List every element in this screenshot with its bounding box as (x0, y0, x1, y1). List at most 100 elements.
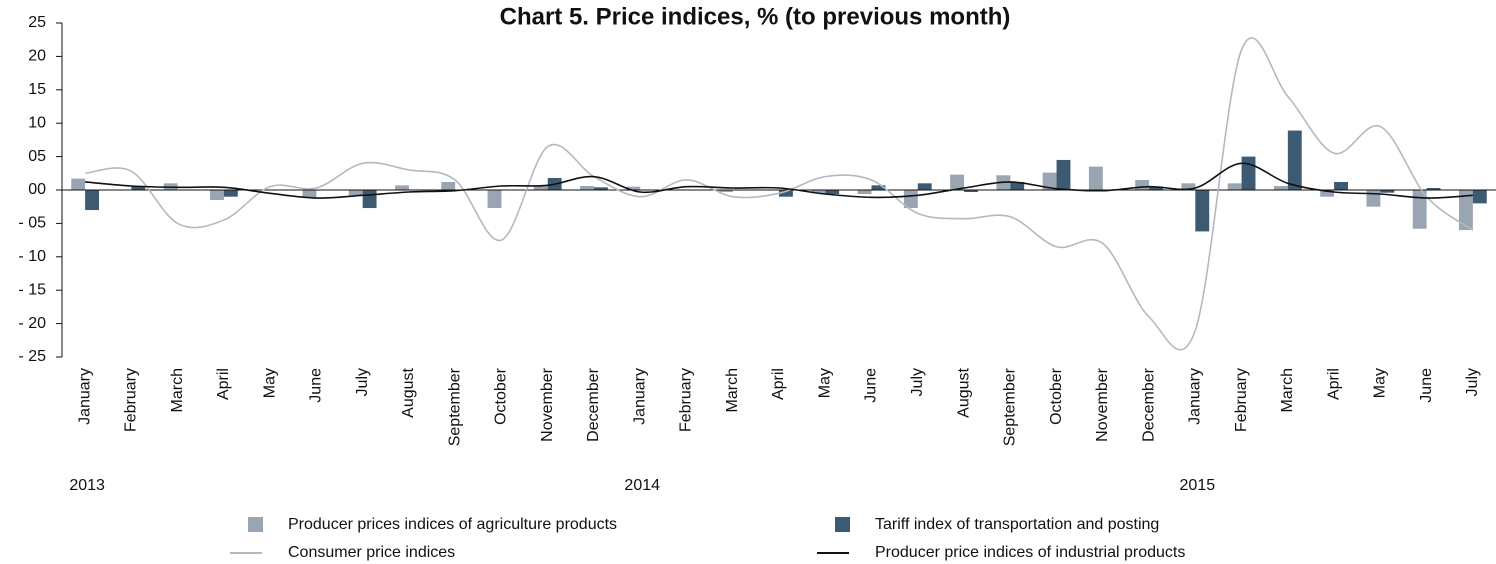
bar (85, 190, 100, 211)
bar (1380, 190, 1395, 193)
y-tick-label: - 15 (18, 281, 46, 298)
legend-label: Producer prices indices of agriculture p… (288, 516, 617, 533)
x-tick-label: July (909, 368, 926, 396)
x-tick-label: October (493, 367, 510, 425)
bar (362, 190, 377, 209)
bar (533, 185, 548, 190)
bar (1412, 190, 1427, 229)
x-tick-label: April (1325, 368, 1342, 400)
y-tick-label: - 20 (18, 315, 46, 332)
bar (917, 183, 932, 190)
legend-label: Consumer price indices (288, 544, 455, 561)
bar (210, 190, 224, 201)
x-tick-label: August (400, 367, 417, 417)
bar (580, 185, 594, 190)
x-tick-label: July (354, 368, 371, 396)
bar (1195, 190, 1210, 232)
x-tick-label: August (955, 367, 972, 417)
bar (1458, 190, 1473, 231)
y-tick-label: 15 (28, 81, 46, 98)
x-tick-label: March (724, 368, 741, 412)
x-tick-label: November (539, 367, 556, 441)
year-label: 2015 (1180, 477, 1216, 494)
bar (1181, 183, 1196, 190)
y-tick-label: 20 (28, 48, 46, 65)
bar (1135, 179, 1150, 190)
x-tick-label: April (770, 368, 787, 400)
bar (395, 185, 409, 190)
bar (626, 186, 641, 190)
bar (1287, 130, 1302, 190)
x-tick-label: February (678, 368, 695, 432)
x-tick-label: December (585, 367, 602, 441)
bar (1273, 185, 1288, 190)
bar (71, 178, 86, 190)
y-tick-label: 25 (28, 14, 46, 31)
bar (593, 187, 608, 190)
legend-swatch (835, 517, 850, 532)
bar (1472, 190, 1487, 204)
bar (302, 190, 317, 199)
x-tick-label: May (816, 368, 833, 398)
x-tick-label: June (1418, 368, 1435, 403)
bar (811, 190, 826, 194)
bar (1088, 166, 1103, 190)
bar (131, 185, 146, 190)
bar (779, 190, 793, 197)
x-tick-label: January (76, 368, 93, 425)
x-tick-label: July (1464, 368, 1481, 396)
chart-title: Chart 5. Price indices, % (to previous m… (500, 3, 1011, 30)
bar (871, 185, 886, 190)
bar (1320, 190, 1335, 197)
bar (1334, 181, 1348, 190)
x-tick-label: February (1233, 368, 1250, 432)
bar (1010, 181, 1025, 190)
x-tick-label: May (261, 368, 278, 398)
bar (718, 190, 733, 193)
y-tick-label: 10 (28, 114, 46, 131)
bar (1241, 156, 1256, 190)
x-tick-label: September (1002, 367, 1019, 446)
bar (1149, 186, 1163, 190)
bar (964, 190, 978, 193)
x-tick-label: June (308, 368, 325, 403)
x-tick-label: March (1279, 368, 1296, 412)
y-tick-label: - 10 (18, 248, 46, 265)
line (85, 162, 1473, 199)
bar (825, 190, 840, 195)
bar (1227, 183, 1242, 190)
legend-label: Tariff index of transportation and posti… (875, 516, 1159, 533)
bar (1426, 187, 1441, 190)
year-label: 2013 (69, 477, 105, 494)
x-tick-label: April (215, 368, 232, 400)
bar (441, 181, 456, 190)
bar (1056, 159, 1071, 190)
bar (223, 190, 238, 197)
y-tick-label: - 05 (18, 215, 46, 232)
x-tick-label: May (1372, 368, 1389, 398)
legend-swatch (248, 517, 263, 532)
x-tick-label: June (863, 368, 880, 403)
x-tick-label: March (169, 368, 186, 412)
legend-label: Producer price indices of industrial pro… (875, 544, 1185, 561)
bar (950, 174, 965, 190)
y-tick-label: 05 (28, 148, 46, 165)
y-tick-label: - 25 (18, 348, 46, 365)
bar (857, 190, 872, 195)
x-tick-label: December (1140, 367, 1157, 441)
x-tick-label: January (631, 368, 648, 425)
bar (1366, 190, 1381, 207)
bar (487, 190, 502, 209)
bar (1042, 172, 1057, 190)
year-label: 2014 (624, 477, 660, 494)
x-tick-label: November (1094, 367, 1111, 441)
bar (903, 190, 918, 209)
x-tick-label: October (1048, 367, 1065, 425)
bar (348, 190, 363, 196)
line (85, 37, 1474, 351)
x-tick-label: September (446, 367, 463, 446)
x-tick-label: February (123, 368, 140, 432)
y-tick-label: 00 (28, 181, 46, 198)
x-tick-label: January (1187, 368, 1204, 425)
